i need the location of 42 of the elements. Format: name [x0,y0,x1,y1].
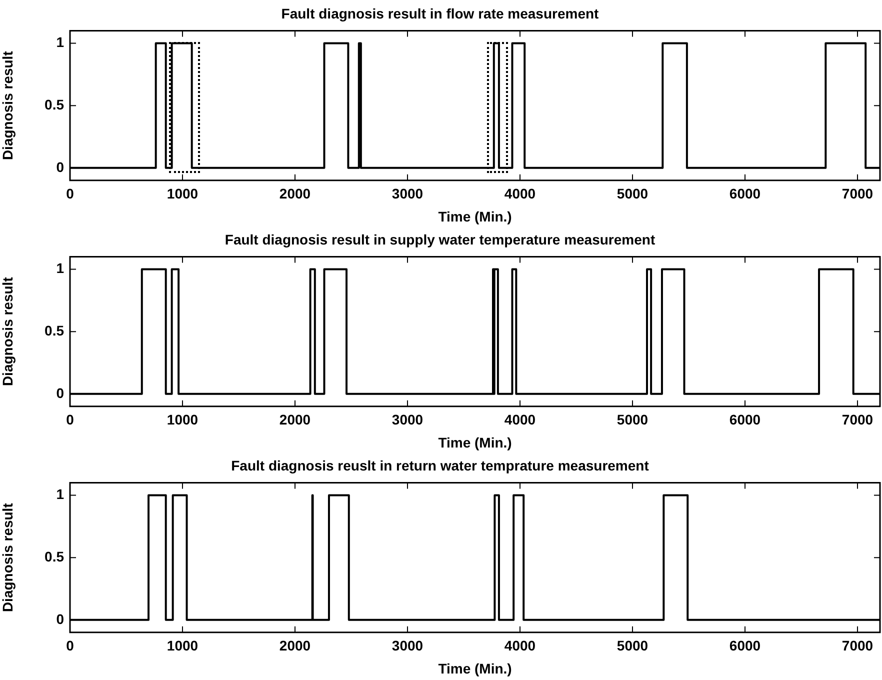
y-tick-label: 1 [56,34,64,50]
x-tick-label: 6000 [729,186,761,202]
y-tick-label: 1 [56,260,64,276]
chart-title: Fault diagnosis result in flow rate measurement [281,5,600,22]
x-tick-label: 0 [66,186,74,202]
x-tick-label: 2000 [279,412,311,428]
y-tick-label: 0.5 [44,322,64,338]
x-axis-title: Time (Min.) [438,208,512,224]
x-tick-label: 1000 [166,412,198,428]
x-tick-label: 4000 [504,412,536,428]
x-tick-label: 0 [66,638,74,654]
x-tick-label: 6000 [729,412,761,428]
x-tick-label: 7000 [842,638,874,654]
x-axis-title: Time (Min.) [438,434,512,450]
x-tick-label: 0 [66,412,74,428]
x-tick-label: 3000 [392,638,424,654]
x-tick-label: 1000 [166,638,198,654]
y-tick-label: 0.5 [44,548,64,564]
x-tick-label: 2000 [279,638,311,654]
y-tick-label: 0 [56,610,64,627]
y-tick-label: 1 [56,486,64,502]
x-tick-label: 7000 [842,186,874,202]
y-tick-label: 0 [56,158,64,175]
x-tick-label: 4000 [504,638,536,654]
x-tick-label: 1000 [166,186,198,202]
x-tick-label: 4000 [504,186,536,202]
x-tick-label: 5000 [616,186,648,202]
x-tick-label: 5000 [616,638,648,654]
y-axis-title: Diagnosis result [0,276,16,386]
chart-title: Fault diagnosis result in supply water temperature measurement [224,231,656,248]
y-axis-title: Diagnosis result [0,502,16,612]
y-axis-title: Diagnosis result [0,50,16,160]
x-tick-label: 2000 [279,186,311,202]
x-axis-title: Time (Min.) [438,660,512,676]
y-tick-label: 0 [56,384,64,401]
x-tick-label: 5000 [616,412,648,428]
x-tick-label: 7000 [842,412,874,428]
x-tick-label: 3000 [392,412,424,428]
chart-title: Fault diagnosis reuslt in return water temprature measurement [231,457,650,474]
x-tick-label: 6000 [729,638,761,654]
y-tick-label: 0.5 [44,96,64,112]
x-tick-label: 3000 [392,186,424,202]
